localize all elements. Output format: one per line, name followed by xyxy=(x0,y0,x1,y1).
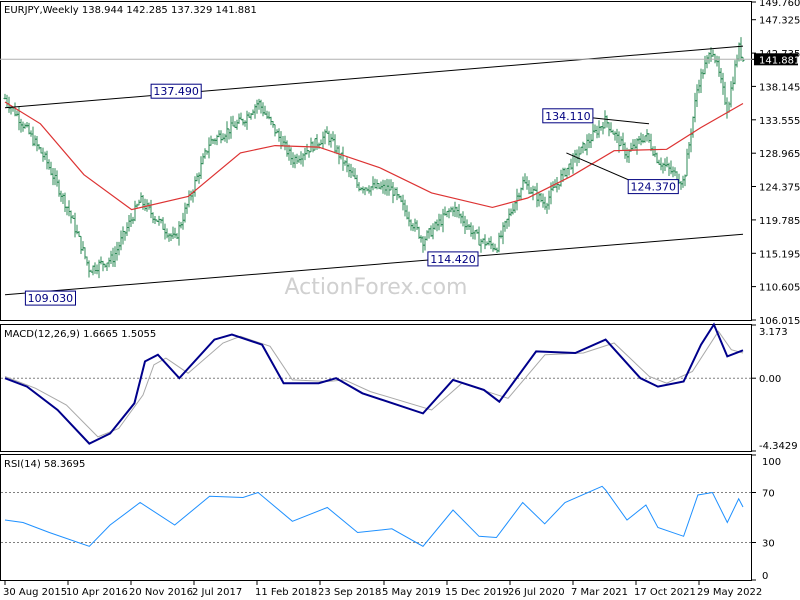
rsi-tick: 70 xyxy=(752,489,775,500)
svg-text:147.325: 147.325 xyxy=(759,16,800,27)
price-tick: 110.605 xyxy=(752,283,800,294)
price-tick: 138.145 xyxy=(752,82,800,93)
time-tick: 2 Jul 2017 xyxy=(192,580,242,598)
svg-text:11 Feb 2018: 11 Feb 2018 xyxy=(255,587,317,598)
svg-text:15 Dec 2019: 15 Dec 2019 xyxy=(445,587,509,598)
price-tick: 124.375 xyxy=(752,183,800,194)
svg-text:10 Apr 2016: 10 Apr 2016 xyxy=(66,587,128,598)
time-tick: 20 Nov 2016 xyxy=(129,580,193,598)
svg-text:29 May 2022: 29 May 2022 xyxy=(697,587,762,598)
time-tick: 29 May 2022 xyxy=(697,580,762,598)
macd-line xyxy=(4,322,744,445)
price-tick: 106.015 xyxy=(752,316,800,327)
time-tick: 5 May 2019 xyxy=(382,580,441,598)
svg-text:115.195: 115.195 xyxy=(759,249,800,260)
macd-panel: 3.173 0.00 -4.3429 MACD(12,26,9) 1.6665 1.… xyxy=(0,322,798,452)
svg-text:141.881: 141.881 xyxy=(759,55,800,66)
time-tick: 11 Feb 2018 xyxy=(255,580,317,598)
price-axis: 149.760147.325142.735141.881138.145133.5… xyxy=(752,0,800,327)
svg-text:26 Jul 2020: 26 Jul 2020 xyxy=(508,587,565,598)
macd-panel-title: MACD(12,26,9) 1.6665 1.5055 xyxy=(4,329,156,340)
time-tick: 26 Jul 2020 xyxy=(508,580,565,598)
rsi-panel-frame xyxy=(0,454,752,581)
svg-text:23 Sep 2018: 23 Sep 2018 xyxy=(318,587,381,598)
time-tick: 23 Sep 2018 xyxy=(318,580,381,598)
svg-text:5 May 2019: 5 May 2019 xyxy=(382,587,441,598)
rsi-tick: 100 xyxy=(752,454,781,468)
price-tick: 149.760 xyxy=(752,0,800,9)
svg-text:30: 30 xyxy=(762,539,775,550)
rsi-levels xyxy=(1,492,751,543)
time-tick: 7 Mar 2021 xyxy=(571,580,628,598)
trendline xyxy=(4,45,744,109)
trendlines xyxy=(0,45,752,296)
svg-text:3.173: 3.173 xyxy=(759,327,788,338)
svg-text:109.030: 109.030 xyxy=(28,292,74,305)
svg-text:20 Nov 2016: 20 Nov 2016 xyxy=(129,587,193,598)
price-panel-frame xyxy=(0,1,752,321)
price-panel-title: EURJPY,Weekly 138.944 142.285 137.329 14… xyxy=(4,5,257,16)
price-label: 124.370 xyxy=(627,179,679,195)
macd-panel-frame xyxy=(0,324,752,452)
price-label: 134.110 xyxy=(542,108,594,124)
svg-text:106.015: 106.015 xyxy=(759,316,800,327)
macd-tick: 0.00 xyxy=(752,374,781,385)
svg-text:137.490: 137.490 xyxy=(153,85,199,98)
price-label: 137.490 xyxy=(150,83,202,99)
trendline xyxy=(4,233,744,296)
rsi-axis: 100 70 30 0 xyxy=(752,454,781,582)
svg-text:149.760: 149.760 xyxy=(759,0,800,9)
time-tick: 10 Apr 2016 xyxy=(66,580,128,598)
price-panel: ActionForex.com 149.760147.325142.735141… xyxy=(0,0,800,327)
time-tick: 15 Dec 2019 xyxy=(445,580,509,598)
svg-text:30 Aug 2015: 30 Aug 2015 xyxy=(3,587,67,598)
macd-tick: 3.173 xyxy=(752,324,788,338)
moving-average-line xyxy=(4,101,744,211)
svg-text:124.375: 124.375 xyxy=(759,183,800,194)
macd-tick: -4.3429 xyxy=(752,441,798,452)
price-tick: 147.325 xyxy=(752,16,800,27)
svg-text:133.555: 133.555 xyxy=(759,116,800,127)
price-tick: 119.785 xyxy=(752,216,800,227)
rsi-panel-title: RSI(14) 58.3695 xyxy=(4,459,85,470)
price-tick: 133.555 xyxy=(752,116,800,127)
svg-text:110.605: 110.605 xyxy=(759,283,800,294)
macd-axis: 3.173 0.00 -4.3429 xyxy=(752,324,798,452)
svg-text:124.370: 124.370 xyxy=(631,181,677,194)
watermark: ActionForex.com xyxy=(285,275,468,300)
rsi-line xyxy=(4,485,744,547)
svg-text:128.965: 128.965 xyxy=(759,149,800,160)
time-tick: 30 Aug 2015 xyxy=(3,580,67,598)
svg-text:70: 70 xyxy=(762,489,775,500)
price-annotations: 137.490 109.030 114.420 134.110 124.370 xyxy=(24,83,679,306)
price-bars xyxy=(3,37,745,279)
svg-text:114.420: 114.420 xyxy=(430,253,476,266)
svg-text:119.785: 119.785 xyxy=(759,216,800,227)
price-label: 114.420 xyxy=(427,251,479,267)
svg-text:138.145: 138.145 xyxy=(759,82,800,93)
rsi-panel: 100 70 30 0 RSI(14) 58.3695 xyxy=(0,454,781,582)
time-tick: 17 Oct 2021 xyxy=(634,580,696,598)
price-label: 109.030 xyxy=(24,290,76,306)
price-tick: 115.195 xyxy=(752,249,800,260)
svg-text:17 Oct 2021: 17 Oct 2021 xyxy=(634,587,696,598)
svg-text:2 Jul 2017: 2 Jul 2017 xyxy=(192,587,242,598)
svg-text:-4.3429: -4.3429 xyxy=(759,441,798,452)
macd-signal-line xyxy=(4,330,744,438)
svg-text:0: 0 xyxy=(762,571,768,582)
svg-text:0.00: 0.00 xyxy=(759,374,781,385)
rsi-tick: 0 xyxy=(752,571,768,582)
svg-text:100: 100 xyxy=(762,457,781,468)
svg-text:7 Mar 2021: 7 Mar 2021 xyxy=(571,587,628,598)
rsi-tick: 30 xyxy=(752,539,775,550)
price-tick: 128.965 xyxy=(752,149,800,160)
current-price-tag: 141.881 xyxy=(752,53,800,66)
svg-text:134.110: 134.110 xyxy=(545,110,591,123)
